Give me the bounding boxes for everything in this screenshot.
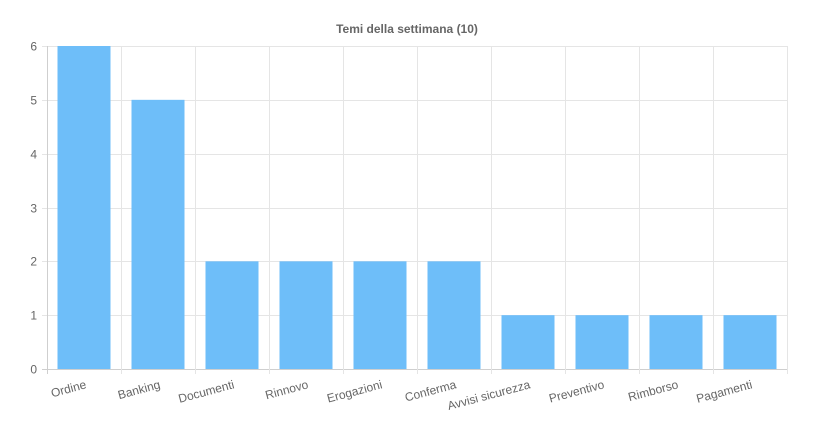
x-tick-label: Ordine [49, 377, 88, 400]
y-tick-label: 3 [30, 202, 37, 216]
bar [205, 261, 259, 369]
bar [131, 99, 185, 369]
bar [427, 261, 481, 369]
x-tick-label: Banking [116, 377, 162, 402]
bar [353, 261, 407, 369]
x-tick-label: Rinnovo [264, 377, 310, 402]
x-axis-ticks: Ordine Banking Documenti Rinnovo Erogazioni C… [49, 377, 753, 413]
x-tick-label: Avvisi sicurezza [446, 377, 532, 413]
chart-title: Temi della settimana (10) [336, 22, 478, 36]
x-tick-label: Erogazioni [325, 377, 383, 405]
bar [279, 261, 333, 369]
y-tick-label: 1 [30, 309, 37, 323]
y-tick-label: 2 [30, 255, 37, 269]
y-axis-ticks: 0 1 2 3 4 5 6 [30, 40, 37, 377]
x-tick-label: Documenti [177, 377, 236, 405]
y-tick-label: 0 [30, 363, 37, 377]
y-tick-label: 6 [30, 40, 37, 54]
bar [501, 315, 555, 369]
y-tick-label: 4 [30, 148, 37, 162]
x-tick-label: Preventivo [547, 377, 606, 405]
x-tick-label: Pagamenti [695, 377, 754, 405]
bar [575, 315, 629, 369]
bar [723, 315, 777, 369]
x-tick-label: Rimborso [627, 377, 681, 404]
y-tick-label: 5 [30, 94, 37, 108]
bar [57, 46, 111, 369]
bar [649, 315, 703, 369]
bars [57, 46, 777, 369]
